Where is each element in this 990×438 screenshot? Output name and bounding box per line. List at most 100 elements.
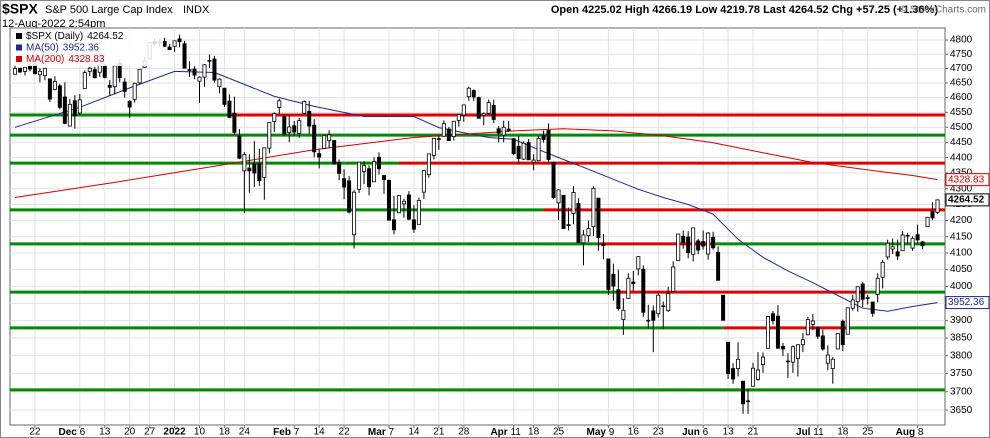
axes: 3650370037503800385039003950400040504100… [29,35,972,438]
candle-body [401,200,406,205]
copyright: © StockCharts.com [900,5,986,16]
candle-body [396,195,401,214]
x-tick-label: 24 [239,427,251,438]
x-tick-label: Jun 6 [682,427,709,438]
value: +57.25 (+1.36%) [856,4,938,16]
candle-body [431,138,436,156]
plot-area [9,27,946,426]
candle-body [322,135,327,149]
x-tick-label: 13 [99,427,111,438]
candle-body [785,360,790,363]
legend-entry: MA(200) 4328.83 [26,54,105,65]
candle-body [451,120,456,137]
candle-body [885,242,890,258]
candle-body [72,100,77,117]
candle-body [347,180,352,213]
candle-body [416,199,421,225]
candle-body [870,301,875,314]
x-tick-label: 21 [433,427,445,438]
legend: $SPX (Daily) 4264.52 4264.52 MA(50) 3952.36 3… [13,30,990,310]
candle-body [232,112,237,133]
candle-body [122,81,127,92]
label: Low [695,4,717,16]
y-tick-label: 4400 [950,152,973,163]
candle-body [556,189,561,204]
candle-body [242,154,247,172]
candle-body [676,233,681,262]
candle-body [900,234,905,252]
candle-body [42,67,47,77]
candle-body [840,320,845,346]
candle-body [357,161,362,190]
candle-body [212,58,217,81]
candle-body [671,266,676,292]
value: 4264.52 [789,4,829,16]
candle-body [112,65,117,88]
candle-body [765,316,770,349]
candle-body [746,400,751,403]
candle-body [880,261,885,278]
candle-body [611,273,616,287]
candle-body [651,310,656,321]
candle-body [192,68,197,76]
candle-body [262,147,267,178]
x-tick-label: May 9 [587,427,615,438]
candle-body [890,246,895,250]
x-tick-label: 13 [723,427,735,438]
candle-body [561,194,566,229]
date: 12-Aug-2022 2:54pm [2,18,105,30]
last-value-box [945,296,990,310]
candle-body [751,367,756,387]
candle-body [596,197,601,239]
symbol: $SPX [2,1,38,17]
x-tick-label: 28 [458,427,470,438]
x-tick-label: Jul 11 [796,427,824,438]
candle-body [172,40,177,47]
candle-body [531,159,536,163]
candle-body [810,320,815,325]
candle-body [506,128,511,132]
candle-body [915,234,920,241]
candle-body [137,68,142,84]
candle-body [930,211,935,219]
candle-body [706,232,711,255]
candle-body [925,216,930,227]
candle-body [910,237,915,249]
label: Open [551,4,579,16]
candle-body [775,315,780,349]
legend-name: MA(200) [26,54,64,65]
candle-body [551,161,556,198]
candle-body [790,346,795,363]
x-tick-label: 18 [528,427,540,438]
y-tick-label: 3650 [950,405,973,416]
candle-body [292,125,297,133]
candle-body [367,168,372,188]
candle-body [845,307,850,335]
candle-body [716,251,721,281]
candle-body [736,358,741,369]
candle-body [257,163,262,181]
legend-entry: MA(50) 3952.36 [26,42,99,53]
candle-body [731,368,736,380]
x-tick-label: Dec 6 [58,427,85,438]
legend-name: $SPX (Daily) [26,31,83,42]
y-tick-label: 4150 [950,231,973,242]
candle-body [287,126,292,134]
candle-body [282,116,287,135]
index-name: S&P 500 Large Cap Index [45,4,173,16]
candle-body [197,76,202,82]
candle-body [681,235,686,243]
candle-body [406,194,411,220]
label: Chg [832,4,853,16]
x-tick-label: 18 [219,427,231,438]
candle-body [691,227,696,255]
y-tick-label: 4750 [950,49,973,60]
candle-body [342,178,347,188]
last-value-label: 4328.83 [948,174,985,185]
candle-body [641,268,646,313]
candle-body [332,140,337,165]
candle-body [466,87,471,98]
quote: Open 4225.02 High 4266.19 Low 4219.78 La… [551,4,939,16]
x-tick-label: 25 [862,427,874,438]
last-value-box [945,193,990,207]
